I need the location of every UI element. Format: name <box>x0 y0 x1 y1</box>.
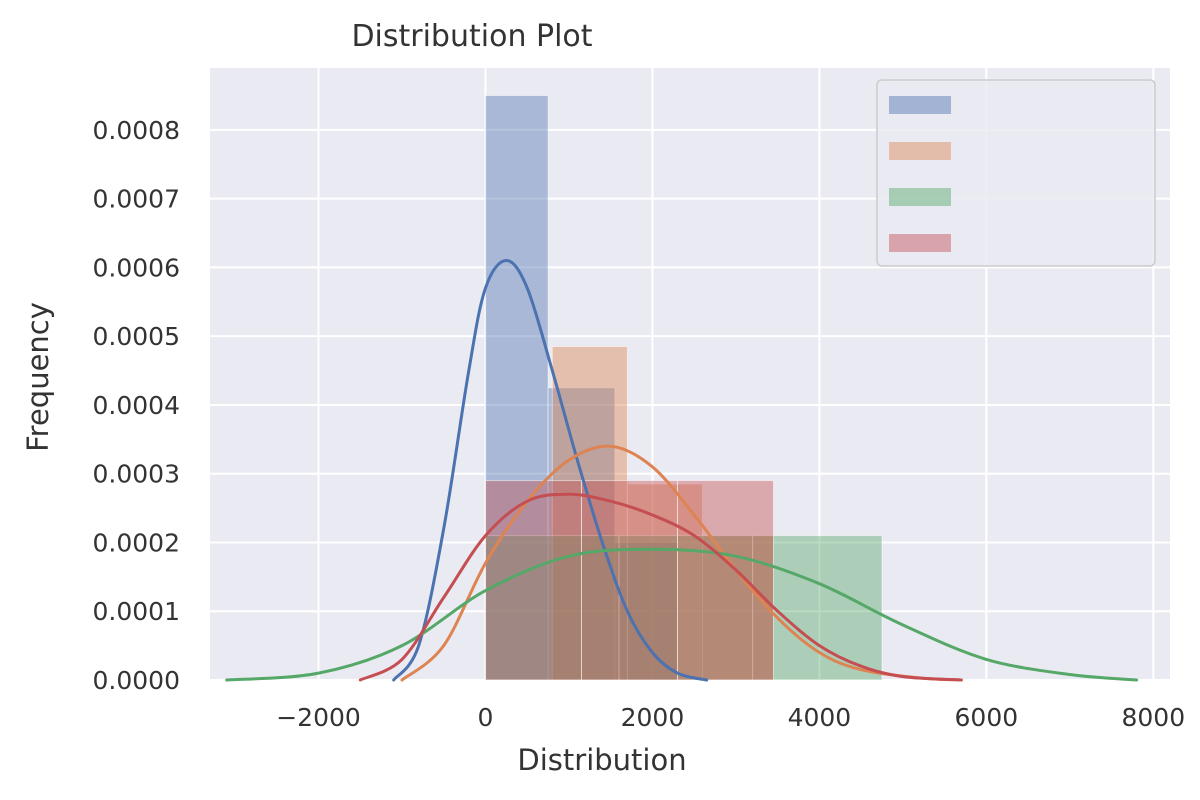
y-tick-label: 0.0000 <box>93 666 180 695</box>
series-2-kde-line <box>400 444 963 682</box>
y-tick-label: 0.0006 <box>93 253 180 282</box>
histogram-bars <box>484 95 883 681</box>
y-tick-label: 0.0008 <box>93 116 180 145</box>
y-tick-labels: 0.0000 0.0001 0.0002 0.0003 0.0004 0.0005 0.00… <box>93 116 180 695</box>
series-1-bar-3 <box>614 541 678 681</box>
legend-box <box>876 79 1156 267</box>
x-tick-label: 2000 <box>621 703 685 732</box>
series-2-bar-3 <box>702 535 774 681</box>
x-tick-label: 6000 <box>955 703 1019 732</box>
grid-lines <box>210 68 1170 681</box>
series-4-bar-2 <box>580 480 678 681</box>
legend <box>876 79 1156 267</box>
y-tick-label: 0.0003 <box>93 460 180 489</box>
x-tick-labels: −2000 0 2000 4000 6000 8000 <box>276 703 1185 732</box>
y-tick-label: 0.0001 <box>93 597 180 626</box>
x-axis-title: Distribution <box>517 743 686 777</box>
series-1-kde-line <box>392 259 709 682</box>
series-1-bar-1 <box>484 95 549 681</box>
y-tick-label: 0.0004 <box>93 391 180 420</box>
y-tick-label: 0.0002 <box>93 528 180 557</box>
x-tick-label: −2000 <box>276 703 361 732</box>
series-4-kde-line <box>358 492 963 682</box>
y-axis-title: Frequency <box>21 302 55 452</box>
legend-swatch-1 <box>889 96 951 114</box>
x-tick-label: 4000 <box>788 703 852 732</box>
legend-swatch-4 <box>889 234 951 252</box>
y-tick-label: 0.0005 <box>93 322 180 351</box>
x-tick-label: 8000 <box>1121 703 1185 732</box>
series-4-bar-1 <box>484 480 582 681</box>
legend-swatch-3 <box>889 188 951 206</box>
kde-curves <box>225 259 1139 682</box>
series-3-kde-line <box>225 547 1139 682</box>
chart-title: Distribution Plot <box>351 19 592 54</box>
x-tick-label: 0 <box>478 703 494 732</box>
y-tick-label: 0.0007 <box>93 185 180 214</box>
series-3-bar-2 <box>618 535 754 681</box>
legend-swatch-2 <box>889 142 951 160</box>
series-2-bar-1 <box>551 345 628 681</box>
